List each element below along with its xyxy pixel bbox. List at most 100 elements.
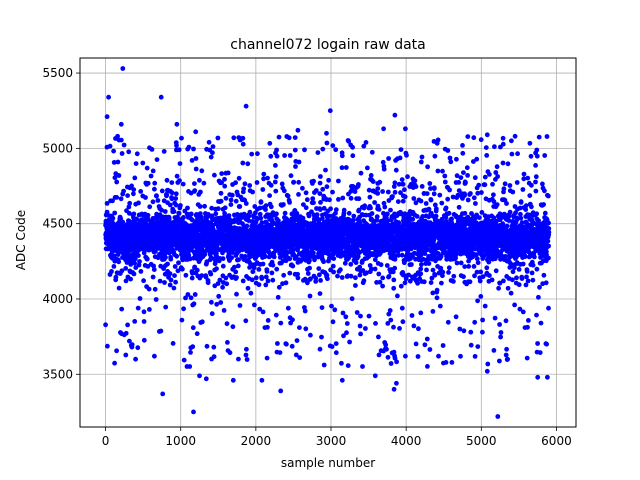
data-point bbox=[456, 204, 462, 210]
data-point bbox=[346, 210, 352, 216]
data-point bbox=[265, 278, 271, 284]
data-point bbox=[147, 307, 152, 312]
data-point bbox=[377, 279, 383, 285]
data-point bbox=[223, 275, 229, 281]
data-point bbox=[358, 313, 363, 319]
data-point bbox=[285, 305, 291, 311]
data-point bbox=[474, 256, 480, 262]
data-point bbox=[440, 343, 446, 348]
data-point bbox=[303, 326, 309, 332]
data-point bbox=[318, 278, 323, 283]
data-point bbox=[422, 342, 428, 348]
data-point bbox=[380, 275, 386, 281]
data-point bbox=[109, 269, 114, 274]
data-point bbox=[110, 198, 115, 204]
data-point bbox=[278, 320, 284, 326]
data-point bbox=[206, 213, 211, 219]
data-point bbox=[432, 272, 438, 278]
data-point bbox=[446, 210, 452, 216]
data-point bbox=[372, 200, 377, 205]
data-point bbox=[154, 193, 159, 199]
data-point bbox=[336, 197, 341, 202]
data-point bbox=[230, 324, 236, 330]
data-point bbox=[425, 164, 430, 170]
data-point bbox=[321, 259, 326, 265]
data-point bbox=[277, 350, 283, 355]
data-point bbox=[456, 180, 462, 185]
data-point bbox=[214, 266, 219, 272]
data-point bbox=[303, 205, 309, 211]
data-point bbox=[154, 157, 160, 163]
data-point bbox=[135, 345, 141, 351]
data-point bbox=[296, 159, 302, 165]
data-point bbox=[439, 280, 444, 286]
data-point bbox=[376, 334, 381, 340]
data-point bbox=[344, 321, 350, 326]
data-point bbox=[192, 292, 198, 297]
data-point bbox=[467, 279, 473, 285]
data-point bbox=[136, 253, 141, 258]
data-point bbox=[264, 355, 270, 361]
data-point bbox=[294, 338, 300, 343]
data-point bbox=[197, 204, 203, 209]
data-point bbox=[460, 150, 466, 156]
data-point bbox=[168, 256, 174, 262]
data-point bbox=[419, 262, 424, 267]
data-point bbox=[458, 260, 464, 266]
data-point bbox=[320, 186, 326, 192]
data-point bbox=[343, 314, 349, 320]
data-point bbox=[330, 263, 336, 269]
data-point bbox=[468, 329, 474, 335]
data-point bbox=[141, 278, 147, 284]
data-point bbox=[287, 256, 293, 262]
data-point bbox=[170, 341, 176, 346]
data-point bbox=[409, 262, 414, 267]
data-point bbox=[202, 203, 208, 209]
data-point bbox=[260, 309, 266, 315]
data-point bbox=[218, 198, 224, 204]
data-point bbox=[380, 189, 385, 194]
data-point bbox=[131, 211, 137, 217]
data-point bbox=[169, 180, 175, 186]
data-point bbox=[150, 168, 156, 174]
data-point bbox=[428, 197, 434, 203]
data-point bbox=[468, 342, 474, 348]
data-point bbox=[260, 187, 266, 192]
data-point bbox=[265, 324, 270, 330]
data-point bbox=[275, 294, 281, 300]
data-point bbox=[191, 146, 196, 152]
data-point bbox=[237, 303, 243, 308]
data-point bbox=[474, 156, 480, 162]
data-point bbox=[395, 293, 400, 299]
data-point bbox=[424, 191, 430, 197]
data-point bbox=[270, 277, 276, 283]
data-point bbox=[414, 214, 420, 219]
data-point bbox=[159, 207, 165, 213]
data-point bbox=[215, 281, 221, 286]
data-point bbox=[259, 276, 265, 281]
data-point bbox=[285, 193, 291, 199]
data-point bbox=[123, 266, 129, 271]
data-point bbox=[140, 160, 146, 166]
data-point bbox=[471, 195, 477, 201]
data-point bbox=[267, 193, 272, 199]
data-point bbox=[123, 330, 129, 336]
data-point bbox=[194, 267, 200, 273]
data-point bbox=[174, 173, 180, 179]
data-point bbox=[193, 166, 199, 172]
data-point bbox=[421, 279, 427, 285]
data-point bbox=[476, 182, 482, 188]
data-point bbox=[356, 196, 362, 202]
data-point bbox=[118, 137, 124, 143]
data-point bbox=[418, 310, 424, 316]
data-point bbox=[265, 318, 271, 323]
data-point bbox=[366, 313, 372, 319]
data-point bbox=[446, 265, 452, 271]
data-point bbox=[282, 153, 287, 158]
data-point bbox=[317, 180, 323, 186]
data-point bbox=[151, 263, 157, 269]
data-point bbox=[345, 363, 351, 368]
data-point bbox=[219, 180, 225, 186]
data-point bbox=[197, 211, 203, 217]
data-point bbox=[432, 153, 438, 159]
